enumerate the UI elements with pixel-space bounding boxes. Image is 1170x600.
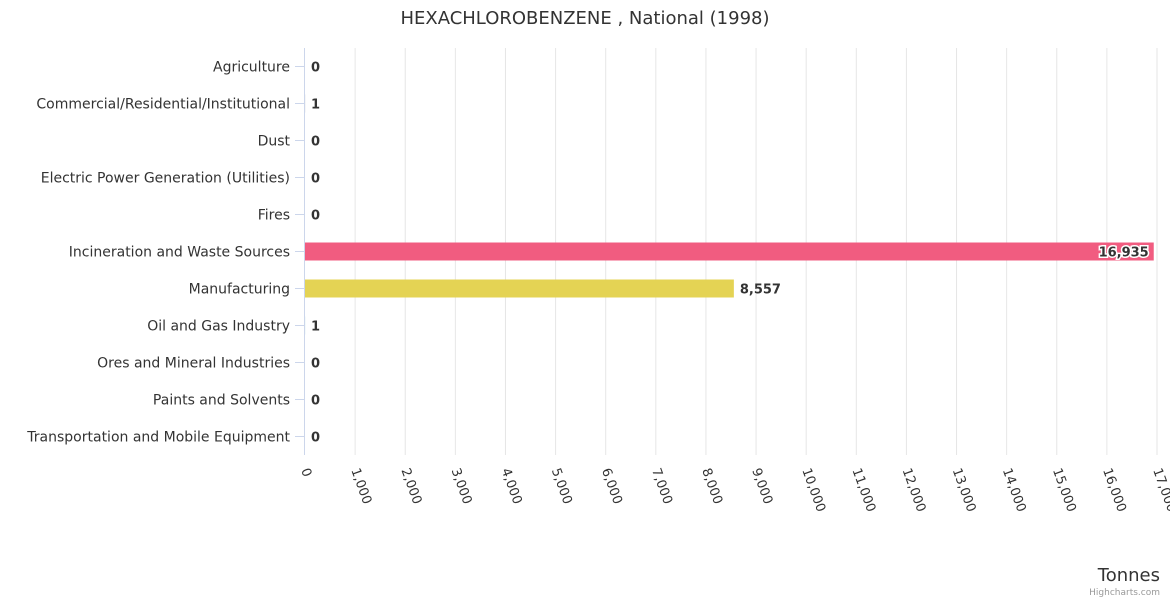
x-tick-label: 2,000: [397, 466, 424, 506]
x-tick-label: 12,000: [899, 466, 929, 514]
x-tick-label: 11,000: [849, 466, 879, 514]
x-tick-label: 17,000: [1149, 466, 1170, 514]
data-label: 1: [311, 98, 320, 113]
category-label: Dust: [258, 134, 291, 150]
data-labels: 0 1 0 0 0 16,935 8,557 1 0 0 0: [311, 61, 1150, 446]
x-tick-label: 8,000: [698, 466, 725, 506]
x-tick-label: 13,000: [949, 466, 979, 514]
data-label: 0: [311, 357, 320, 372]
x-tick-label: 3,000: [448, 466, 475, 506]
x-tick-label: 16,000: [1099, 466, 1129, 514]
credits-link[interactable]: Highcharts.com: [1089, 588, 1160, 598]
x-tick-label: 10,000: [798, 466, 828, 514]
x-tick-label: 4,000: [498, 466, 525, 506]
x-axis-ticks: 0 1,000 2,000 3,000 4,000 5,000 6,000 7,000 8,00…: [297, 466, 1170, 514]
category-label: Incineration and Waste Sources: [69, 245, 290, 261]
bars: [305, 94, 1154, 335]
category-label: Transportation and Mobile Equipment: [26, 430, 290, 446]
chart-title: HEXACHLOROBENZENE , National (1998): [400, 8, 769, 29]
data-label: 0: [311, 135, 320, 150]
data-label: 0: [311, 209, 320, 224]
x-tick-label: 0: [297, 466, 314, 479]
bar[interactable]: [305, 279, 734, 298]
category-label: Agriculture: [213, 60, 290, 76]
x-tick-label: 9,000: [748, 466, 775, 506]
x-tick-label: 15,000: [1049, 466, 1079, 514]
category-labels: Agriculture Commercial/Residential/Instit…: [26, 60, 305, 446]
x-tick-label: 7,000: [648, 466, 675, 506]
x-axis-title: Tonnes: [1097, 565, 1160, 586]
category-label: Paints and Solvents: [153, 393, 290, 409]
x-tick-label: 1,000: [347, 466, 374, 506]
data-label: 0: [311, 394, 320, 409]
category-label: Commercial/Residential/Institutional: [36, 97, 290, 113]
data-label: 1: [311, 320, 320, 335]
x-tick-label: 6,000: [598, 466, 625, 506]
category-label: Electric Power Generation (Utilities): [41, 171, 290, 187]
bar[interactable]: [305, 242, 1154, 261]
x-tick-label: 5,000: [548, 466, 575, 506]
category-label: Oil and Gas Industry: [147, 319, 290, 335]
data-label: 0: [311, 172, 320, 187]
x-tick-label: 14,000: [999, 466, 1029, 514]
data-label: 8,557: [740, 283, 781, 298]
data-label: 16,935: [1099, 246, 1149, 261]
data-label: 0: [311, 431, 320, 446]
category-label: Fires: [258, 208, 290, 224]
data-label: 0: [311, 61, 320, 76]
category-label: Manufacturing: [189, 282, 290, 298]
category-label: Ores and Mineral Industries: [97, 356, 290, 372]
